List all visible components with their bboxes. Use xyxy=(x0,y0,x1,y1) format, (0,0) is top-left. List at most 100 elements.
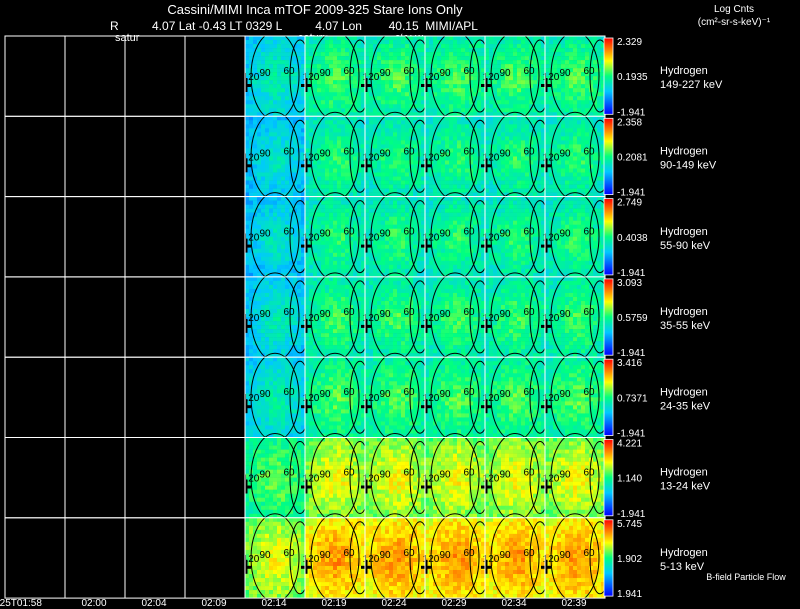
heatmap-cell xyxy=(497,184,502,189)
heatmap-cell xyxy=(409,104,414,109)
heatmap-cell xyxy=(461,212,466,217)
heatmap-cell xyxy=(385,44,390,49)
heatmap-cell xyxy=(457,64,462,69)
heatmap-cell xyxy=(353,144,358,149)
heatmap-cell xyxy=(261,160,266,165)
heatmap-cell xyxy=(257,132,262,137)
heatmap-cell xyxy=(477,268,482,274)
heatmap-cell xyxy=(457,220,462,225)
heatmap-cell xyxy=(365,96,370,101)
heatmap-cell xyxy=(589,52,594,57)
heatmap-cell xyxy=(293,268,298,274)
heatmap-cell xyxy=(505,120,510,125)
heatmap-cell xyxy=(565,48,570,53)
heatmap-cell xyxy=(385,176,390,181)
heatmap-cell xyxy=(473,64,478,69)
heatmap-cell xyxy=(533,124,538,129)
heatmap-cell xyxy=(369,208,374,213)
heatmap-cell xyxy=(433,160,438,165)
overlay-label-satur: satur xyxy=(115,32,140,44)
heatmap-cell xyxy=(261,232,266,238)
heatmap-cell xyxy=(425,132,430,137)
heatmap-cell xyxy=(437,232,442,238)
heatmap-cell xyxy=(321,236,326,242)
heatmap-cell xyxy=(445,148,450,153)
heatmap-cell xyxy=(433,116,438,121)
chart-title: Cassini/MIMI Inca mTOF 2009-325 Stare Io… xyxy=(167,2,463,17)
heatmap-cell xyxy=(421,96,426,101)
heatmap-cell xyxy=(285,244,290,250)
heatmap-cell xyxy=(413,68,418,73)
heatmap-cell xyxy=(245,40,250,45)
heatmap-cell xyxy=(341,264,346,270)
heatmap-cell xyxy=(245,196,250,201)
heatmap-cell xyxy=(389,164,394,169)
heatmap-cell xyxy=(565,96,570,101)
heatmap-cell xyxy=(381,252,386,258)
heatmap-cell xyxy=(325,100,330,105)
heatmap-cell xyxy=(541,56,546,61)
heatmap-cell xyxy=(277,252,282,258)
heatmap-cell xyxy=(561,44,566,49)
heatmap-cell xyxy=(329,132,334,137)
heatmap-cell xyxy=(573,108,578,113)
heatmap-cell xyxy=(481,72,486,77)
heatmap-cell xyxy=(401,60,406,65)
heatmap-cell xyxy=(457,156,462,161)
heatmap-cell xyxy=(569,192,574,197)
heatmap-cell xyxy=(465,268,470,274)
heatmap-cell xyxy=(401,36,406,41)
heatmap-cell xyxy=(397,72,402,77)
heatmap-cell xyxy=(361,156,366,161)
heatmap-cell xyxy=(313,264,318,270)
heatmap-cell xyxy=(601,52,606,57)
heatmap-cell xyxy=(505,92,510,97)
heatmap-cell xyxy=(421,208,426,213)
heatmap-cell xyxy=(329,52,334,57)
heatmap-cell xyxy=(453,104,458,109)
heatmap-cell xyxy=(385,160,390,165)
heatmap-cell xyxy=(289,184,294,189)
heatmap-cell xyxy=(385,164,390,169)
heatmap-cell xyxy=(581,36,586,41)
heatmap-cell xyxy=(309,252,314,258)
heatmap-cell xyxy=(341,196,346,201)
heatmap-cell xyxy=(369,200,374,205)
heatmap-cell xyxy=(541,148,546,153)
heatmap-cell xyxy=(417,248,422,254)
heatmap-cell xyxy=(269,100,274,105)
heatmap-cell xyxy=(553,192,558,197)
heatmap-cell xyxy=(293,176,298,181)
heatmap-cell xyxy=(477,252,482,258)
heatmap-cell xyxy=(365,200,370,205)
heatmap-cell xyxy=(309,268,314,274)
heatmap-cell xyxy=(517,72,522,77)
heatmap-cell xyxy=(409,200,414,205)
heatmap-cell xyxy=(301,196,306,201)
heatmap-cell xyxy=(473,76,478,81)
heatmap-cell xyxy=(337,212,342,217)
heatmap-cell xyxy=(561,164,566,169)
heatmap-cell xyxy=(445,80,450,85)
heatmap-cell xyxy=(361,52,366,57)
heatmap-cell xyxy=(365,120,370,125)
heatmap-cell xyxy=(421,116,426,121)
heatmap-cell xyxy=(353,244,358,250)
heatmap-cell xyxy=(333,76,338,81)
heatmap-cell xyxy=(505,168,510,173)
heatmap-cell xyxy=(313,188,318,193)
heatmap-cell xyxy=(461,236,466,242)
heatmap-cell xyxy=(417,192,422,197)
heatmap-cell xyxy=(309,200,314,205)
heatmap-cell xyxy=(497,132,502,137)
heatmap-cell xyxy=(361,144,366,149)
heatmap-cell xyxy=(581,68,586,73)
heatmap-cell xyxy=(509,52,514,57)
heatmap-cell xyxy=(433,148,438,153)
heatmap-cell xyxy=(245,116,250,121)
heatmap-cell xyxy=(533,44,538,49)
heatmap-cell xyxy=(529,132,534,137)
heatmap-cell xyxy=(309,92,314,97)
heatmap-cell xyxy=(329,96,334,101)
heatmap-cell xyxy=(361,204,366,209)
